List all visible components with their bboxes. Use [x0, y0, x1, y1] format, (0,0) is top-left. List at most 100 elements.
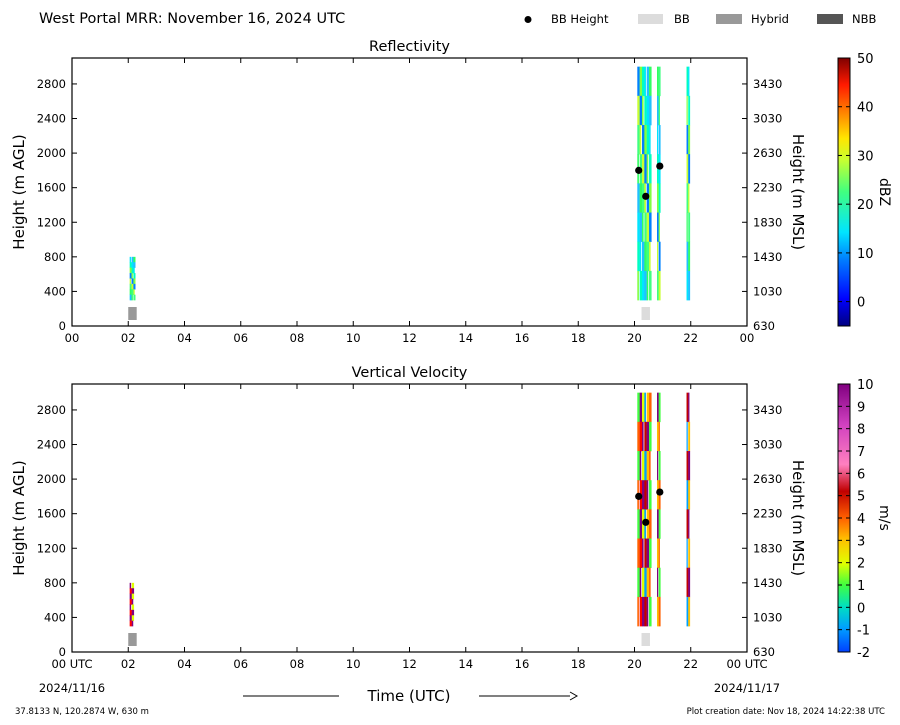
- y-tick-label: 2400: [37, 438, 66, 452]
- echo-cell: [658, 567, 661, 598]
- echo-cell: [657, 125, 659, 155]
- colorbar-tick-label: 7: [857, 445, 865, 460]
- x-tick-label: 14: [458, 657, 473, 671]
- echo-cell: [639, 509, 643, 539]
- y-tick-label-right: 3430: [753, 403, 782, 417]
- echo-cell: [657, 509, 659, 539]
- panel-title: Reflectivity: [369, 39, 450, 55]
- y-tick-label: 400: [44, 610, 66, 624]
- echo-cell: [688, 509, 690, 539]
- echo-cell: [649, 212, 652, 243]
- echo-cell: [131, 278, 134, 285]
- colorbar-tick-label: 9: [857, 400, 865, 415]
- echo-cell: [129, 283, 132, 290]
- echo-cell: [644, 538, 647, 569]
- y-tick-label-right: 2230: [753, 181, 782, 195]
- colorbar-tick-label: 10: [857, 247, 874, 262]
- echo-cell: [649, 480, 652, 510]
- echo-cell: [131, 615, 135, 621]
- echo-cell: [129, 599, 132, 605]
- x-tick-label: 02: [121, 331, 136, 345]
- colorbar-tick-label: 20: [857, 198, 874, 213]
- echo-cell: [642, 66, 645, 97]
- echo-cell: [657, 241, 659, 272]
- echo-cell: [657, 95, 659, 126]
- echo-cell: [646, 212, 650, 243]
- echo-cell: [642, 538, 644, 569]
- echo-cell: [688, 392, 690, 423]
- echo-cell: [637, 270, 639, 301]
- vertical-velocity-panel: Vertical Velocity 00 UTC 02 04 06 08 10 12 14 16 1…: [10, 365, 807, 671]
- echo-cell: [129, 294, 132, 301]
- echo-cell: [646, 451, 650, 481]
- echo-cell: [131, 609, 135, 616]
- echo-cell: [129, 582, 132, 589]
- y-tick-label-right: 2630: [753, 472, 782, 486]
- echo-cell: [688, 421, 691, 452]
- echo-cell: [639, 596, 643, 627]
- echo-cell: [129, 267, 132, 274]
- colorbar-tick-label: 30: [857, 149, 874, 164]
- x-tick-label: 04: [177, 657, 192, 671]
- echo-cell: [131, 262, 134, 268]
- echo-cell: [657, 392, 659, 423]
- legend-marker-bb-height: [524, 16, 532, 23]
- echo-cell: [646, 596, 649, 627]
- echo-cell: [658, 183, 661, 213]
- echo-cell: [657, 183, 659, 213]
- echo-cell: [649, 451, 651, 481]
- echo-cell: [129, 289, 132, 295]
- echo-cell: [129, 620, 132, 627]
- echo-cell: [131, 289, 134, 295]
- plot-creation-date: Plot creation date: Nov 18, 2024 14:22:3…: [687, 707, 885, 717]
- echo-cell: [129, 609, 132, 616]
- dbz-colorbar-gradient: [837, 57, 851, 327]
- x-tick-label: 12: [402, 331, 417, 345]
- echo-cell: [129, 256, 131, 263]
- x-tick-label: 22: [683, 331, 698, 345]
- echo-cell: [639, 125, 642, 155]
- bb-height-point: [656, 162, 664, 170]
- echo-cell: [657, 567, 659, 598]
- echo-cell: [642, 212, 644, 243]
- bb-height-point: [656, 488, 664, 496]
- echo-cell: [131, 604, 135, 611]
- echo-cell: [131, 273, 133, 279]
- colorbar-tick-label: 2: [857, 557, 865, 572]
- echo-cell: [686, 212, 688, 243]
- echo-cell: [644, 392, 646, 423]
- y-tick-label: 1200: [37, 215, 66, 229]
- bb-type-marker: [641, 307, 650, 320]
- x-tick-label: 08: [290, 331, 305, 345]
- x-tick-label: 00: [740, 331, 755, 345]
- echo-cell: [649, 538, 652, 569]
- echo-cell: [644, 154, 647, 184]
- echo-cell: [639, 538, 643, 569]
- echo-cell: [644, 212, 647, 243]
- echo-cell: [649, 270, 652, 301]
- echo-cell: [642, 270, 645, 301]
- x-tick-label: 16: [515, 331, 530, 345]
- y-tick-label: 400: [44, 284, 66, 298]
- echo-cell: [637, 596, 639, 627]
- echo-cell: [646, 95, 650, 126]
- echo-cell: [658, 451, 661, 481]
- echo-cell: [642, 596, 645, 627]
- y-axis-label-right: Height (m MSL): [789, 134, 807, 250]
- figure-legend: BB Height BB Hybrid NBB: [524, 12, 876, 26]
- x-tick-label: 16: [515, 657, 530, 671]
- echo-cell: [639, 183, 643, 213]
- echo-cell: [642, 567, 645, 598]
- y-tick-label: 1200: [37, 541, 66, 555]
- x-tick-label: 18: [571, 331, 586, 345]
- echo-cell: [644, 596, 647, 627]
- echo-cell: [131, 620, 134, 627]
- echo-cell: [649, 95, 652, 126]
- echo-cell: [133, 289, 135, 295]
- echo-cell: [644, 95, 647, 126]
- echo-cell: [657, 212, 659, 243]
- x-tick-label: 22: [683, 657, 698, 671]
- echo-cell: [639, 95, 643, 126]
- echo-cell: [133, 294, 136, 301]
